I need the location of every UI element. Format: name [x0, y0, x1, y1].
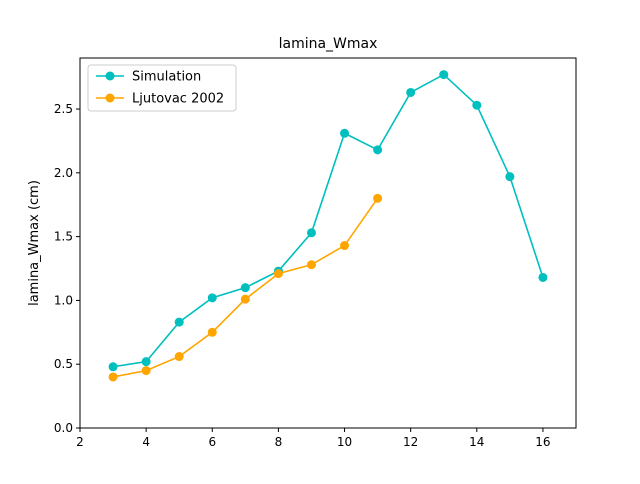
data-point-ljutovac-2002: [207, 327, 217, 337]
x-tick-label: 2: [76, 435, 84, 449]
data-point-ljutovac-2002: [174, 352, 184, 362]
data-point-ljutovac-2002: [108, 372, 118, 382]
legend-marker-simulation: [105, 71, 115, 81]
data-point-simulation: [340, 128, 350, 138]
data-point-simulation: [207, 293, 217, 303]
data-point-ljutovac-2002: [373, 193, 383, 203]
legend-label-simulation: Simulation: [132, 70, 201, 85]
data-point-ljutovac-2002: [306, 260, 316, 270]
y-tick-label: 1.0: [54, 293, 73, 307]
data-point-simulation: [472, 100, 482, 110]
legend-marker-ljutovac-2002: [105, 93, 115, 103]
x-tick-label: 12: [403, 435, 418, 449]
x-tick-label: 16: [535, 435, 550, 449]
y-axis-label: lamina_Wmax (cm): [27, 180, 42, 306]
data-point-simulation: [108, 362, 118, 372]
x-tick-label: 10: [337, 435, 352, 449]
y-tick-label: 1.5: [54, 230, 73, 244]
chart-title: lamina_Wmax: [279, 36, 378, 52]
y-tick-label: 0.0: [54, 421, 73, 435]
plot-area: 2 4 6 8 10 12 14 16 0.0 0.5 1.0 1.5 2.0 2.5 Simulation…: [54, 57, 577, 449]
x-tick-label: 14: [469, 435, 484, 449]
data-point-simulation: [141, 357, 151, 367]
series-line-simulation: [112, 73, 544, 368]
legend-box: [87, 64, 237, 112]
legend: Simulation Ljutovac 2002: [87, 64, 237, 112]
x-tick-label: 8: [275, 435, 283, 449]
x-tick-label: 4: [142, 435, 150, 449]
y-tick-label: 0.5: [54, 357, 73, 371]
data-point-simulation: [373, 145, 383, 155]
data-point-simulation: [505, 172, 515, 182]
data-point-ljutovac-2002: [141, 366, 151, 376]
data-point-ljutovac-2002: [240, 294, 250, 304]
legend-label-ljutovac-2002: Ljutovac 2002: [132, 92, 224, 107]
data-point-simulation: [439, 70, 449, 80]
data-point-simulation: [306, 228, 316, 238]
y-tick-label: 2.0: [54, 166, 73, 180]
axes-frame: [79, 57, 577, 429]
x-tick-label: 6: [208, 435, 216, 449]
data-point-simulation: [174, 317, 184, 327]
data-point-simulation: [240, 283, 250, 293]
y-tick-label: 2.5: [54, 102, 73, 116]
data-point-ljutovac-2002: [340, 241, 350, 251]
data-point-simulation: [406, 87, 416, 97]
data-point-simulation: [538, 272, 548, 282]
data-point-ljutovac-2002: [273, 269, 283, 279]
